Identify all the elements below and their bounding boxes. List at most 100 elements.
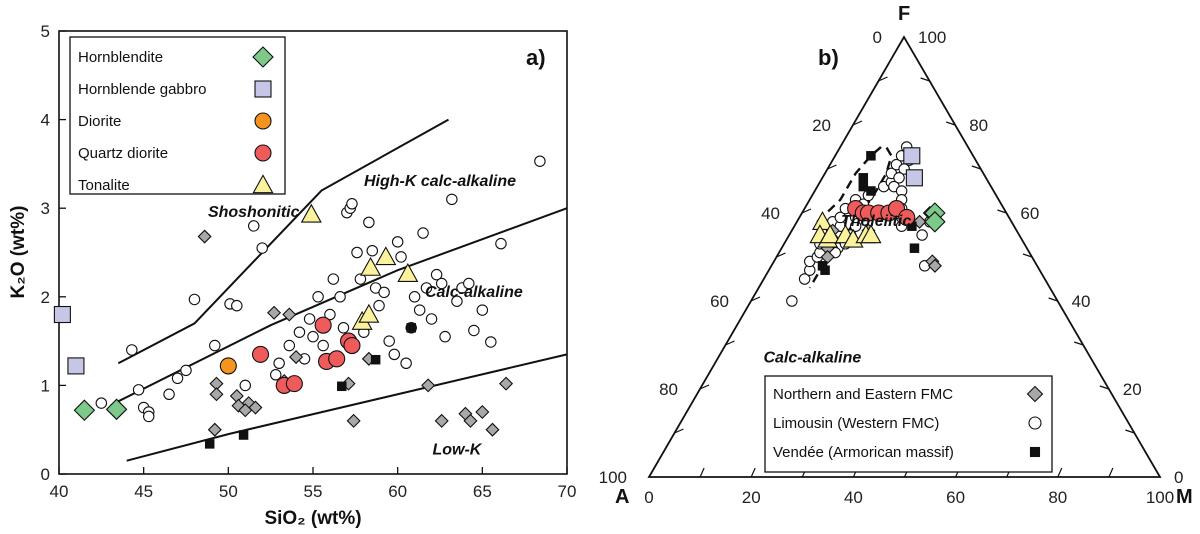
ternary-point-limousin-western-fmc [786, 295, 798, 307]
ternary-legend-marker-circle [1028, 416, 1042, 430]
ternary-point-limousin-western-fmc [798, 273, 811, 285]
legend-label: Quartz diorite [78, 145, 168, 162]
left-edge-tick [827, 164, 837, 170]
bottom-edge-tick [1108, 467, 1114, 478]
point-limousin-western-fmc [373, 299, 385, 312]
point-northern-and-eastern-fmc [289, 350, 304, 365]
point-limousin-western-fmc [534, 155, 546, 167]
right-edge-label: 80 [969, 116, 988, 135]
point-limousin-western-fmc [209, 339, 221, 352]
point-northern-and-eastern-fmc [209, 387, 224, 402]
right-edge-label: 60 [1020, 204, 1039, 223]
ternary-point-limousin-western-fmc [834, 211, 847, 224]
point-limousin-western-fmc [180, 364, 192, 377]
ternary-point-hornblendite [924, 211, 946, 233]
point-tonalite [358, 303, 380, 323]
bottom-edge-label: 40 [844, 488, 863, 507]
point-tonalite [375, 246, 397, 266]
bottom-edge-label: 60 [946, 488, 965, 507]
right-edge-tick [1022, 253, 1033, 258]
panel-b-ternary: 0 20 40 60 80 100 100 80 60 40 20 0 0 20 40 60 80 100 Tho… [599, 3, 1193, 508]
point-limousin-western-fmc [417, 227, 429, 239]
ternary-point-limousin-western-fmc [893, 172, 905, 184]
right-edge-label: 100 [918, 28, 946, 47]
legend-label: Diorite [78, 113, 121, 130]
x-tick-label: 50 [219, 482, 238, 501]
panel-a-label: a) [526, 45, 546, 70]
x-tick-label: 60 [388, 482, 407, 501]
ternary-point-vend-e-armorican-massif [858, 181, 869, 192]
left-edge-tick [725, 340, 735, 346]
point-limousin-western-fmc [400, 357, 412, 369]
point-limousin-western-fmc [334, 291, 346, 303]
point-limousin-western-fmc [476, 304, 489, 316]
point-limousin-western-fmc [468, 324, 480, 337]
ternary-point-tonalite [819, 224, 841, 244]
ternary-field-label: Tholeiitic [841, 213, 911, 230]
left-edge-tick [878, 76, 888, 82]
field-label: High-K calc-alkaline [364, 173, 516, 190]
point-northern-and-eastern-fmc [421, 378, 436, 393]
point-limousin-western-fmc [327, 273, 340, 285]
point-vend-e-armorican-massif [370, 354, 381, 365]
point-northern-and-eastern-fmc [463, 413, 478, 428]
bottom-edge-label: 80 [1048, 488, 1067, 507]
point-limousin-western-fmc [420, 282, 433, 294]
legend-marker-square [254, 80, 272, 98]
ternary-point-tonalite [860, 224, 882, 244]
panel-a-x-axis-title: SiO₂ (wt%) [264, 508, 361, 529]
x-tick-label: 65 [473, 482, 492, 501]
left-edge-tick [750, 296, 761, 302]
field-label: Shoshonitic [208, 204, 300, 221]
point-limousin-western-fmc [383, 335, 395, 347]
point-limousin-western-fmc [231, 299, 243, 312]
point-hornblendite [105, 398, 128, 421]
point-limousin-western-fmc [239, 379, 252, 392]
point-quartz-diorite [328, 350, 346, 368]
point-vend-e-armorican-massif [406, 323, 416, 333]
point-limousin-western-fmc [324, 308, 336, 321]
point-northern-and-eastern-fmc [282, 307, 297, 322]
ternary-point-hornblende-gabbro [903, 147, 921, 165]
panel-a-y-axis-title: K₂O (wt%) [8, 206, 29, 299]
bottom-edge-label: 20 [742, 488, 761, 507]
right-edge-label: 0 [1174, 468, 1183, 487]
point-limousin-western-fmc [378, 286, 390, 299]
point-vend-e-armorican-massif [337, 381, 347, 392]
x-tick-label: 70 [558, 482, 577, 501]
point-northern-and-eastern-fmc [267, 305, 282, 320]
point-limousin-western-fmc [273, 357, 285, 369]
point-tonalite [360, 256, 382, 276]
point-northern-and-eastern-fmc [346, 413, 361, 428]
ternary-point-vend-e-armorican-massif [858, 173, 869, 183]
point-tonalite [397, 263, 419, 282]
right-edge-tick [997, 209, 1007, 214]
ternary-legend-marker-square [1029, 446, 1041, 458]
left-edge-label: 80 [659, 380, 678, 399]
point-tonalite [300, 203, 322, 223]
point-limousin-western-fmc [247, 220, 260, 232]
y-tick-label: 5 [41, 22, 50, 41]
left-edge-tick [801, 208, 812, 214]
bottom-edge-label: 0 [644, 488, 653, 507]
point-quartz-diorite [343, 336, 361, 355]
point-limousin-western-fmc [485, 336, 497, 348]
point-limousin-western-fmc [303, 313, 316, 325]
point-limousin-western-fmc [366, 244, 379, 257]
ternary-legend-label: Vendée (Armorican massif) [773, 444, 954, 461]
point-limousin-western-fmc [391, 236, 404, 248]
point-northern-and-eastern-fmc [197, 229, 212, 244]
point-limousin-western-fmc [256, 242, 268, 254]
bottom-edge-tick [750, 467, 756, 478]
point-quartz-diorite [285, 375, 303, 393]
point-limousin-western-fmc [171, 372, 184, 385]
panel-a-legend-box [69, 36, 286, 195]
ternary-point-northern-and-eastern-fmc [927, 258, 942, 273]
ternary-point-vend-e-armorican-massif [909, 243, 920, 253]
point-northern-and-eastern-fmc [248, 400, 263, 415]
point-quartz-diorite [314, 316, 332, 334]
point-hornblendite [73, 399, 96, 421]
bottom-edge-tick [1057, 467, 1063, 478]
y-tick-label: 0 [41, 465, 50, 484]
point-hornblende-gabbro [67, 357, 85, 375]
